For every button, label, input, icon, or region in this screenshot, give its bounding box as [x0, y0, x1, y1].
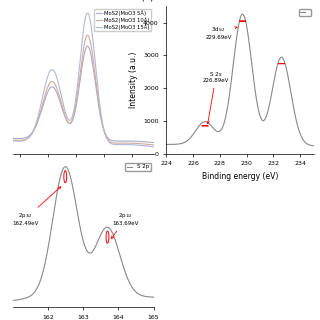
Legend: 	[299, 9, 311, 16]
Text: S 2s
226.89eV: S 2s 226.89eV	[203, 72, 229, 124]
Text: 2p$_{3/2}$
162.49eV: 2p$_{3/2}$ 162.49eV	[12, 187, 61, 226]
X-axis label: Raman shift (cm-1): Raman shift (cm-1)	[46, 173, 120, 182]
Legend: S 2p: S 2p	[125, 163, 151, 171]
Text: 2p$_{1/2}$
163.69eV: 2p$_{1/2}$ 163.69eV	[111, 212, 139, 239]
Text: 3d$_{5/2}$
229.69eV: 3d$_{5/2}$ 229.69eV	[205, 26, 237, 40]
X-axis label: Binding energy (eV): Binding energy (eV)	[202, 172, 278, 181]
Legend: MoS2(MoO3 5Å), MoS2(MoO3 10Å), MoS2(MoO3 15Å): MoS2(MoO3 5Å), MoS2(MoO3 10Å), MoS2(MoO3…	[94, 9, 151, 31]
Y-axis label: Intensity (a.u.): Intensity (a.u.)	[129, 52, 138, 108]
Text: (b): (b)	[140, 0, 154, 1]
